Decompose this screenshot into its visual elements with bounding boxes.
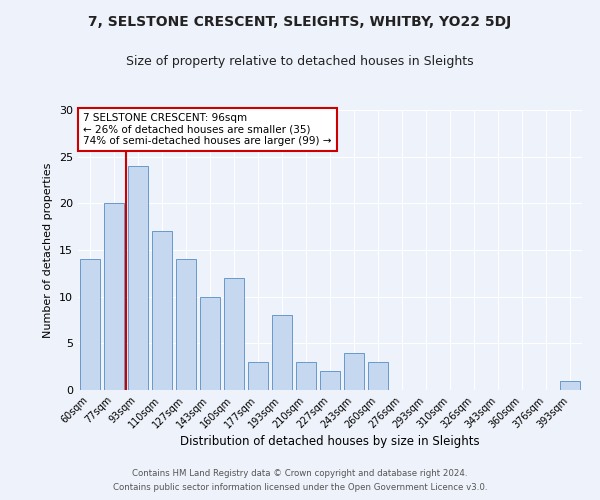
Text: Contains public sector information licensed under the Open Government Licence v3: Contains public sector information licen… xyxy=(113,484,487,492)
Bar xyxy=(296,362,316,390)
Bar xyxy=(104,204,124,390)
Bar xyxy=(344,352,364,390)
Text: 7 SELSTONE CRESCENT: 96sqm
← 26% of detached houses are smaller (35)
74% of semi: 7 SELSTONE CRESCENT: 96sqm ← 26% of deta… xyxy=(83,113,332,146)
Y-axis label: Number of detached properties: Number of detached properties xyxy=(43,162,53,338)
Bar xyxy=(152,232,172,390)
Bar xyxy=(248,362,268,390)
Bar xyxy=(224,278,244,390)
Bar xyxy=(560,380,580,390)
Bar xyxy=(272,316,292,390)
Bar xyxy=(128,166,148,390)
Bar xyxy=(320,372,340,390)
Text: Size of property relative to detached houses in Sleights: Size of property relative to detached ho… xyxy=(126,55,474,68)
Bar xyxy=(200,296,220,390)
Text: Contains HM Land Registry data © Crown copyright and database right 2024.: Contains HM Land Registry data © Crown c… xyxy=(132,468,468,477)
X-axis label: Distribution of detached houses by size in Sleights: Distribution of detached houses by size … xyxy=(180,436,480,448)
Bar xyxy=(176,260,196,390)
Bar xyxy=(368,362,388,390)
Bar xyxy=(80,260,100,390)
Text: 7, SELSTONE CRESCENT, SLEIGHTS, WHITBY, YO22 5DJ: 7, SELSTONE CRESCENT, SLEIGHTS, WHITBY, … xyxy=(88,15,512,29)
